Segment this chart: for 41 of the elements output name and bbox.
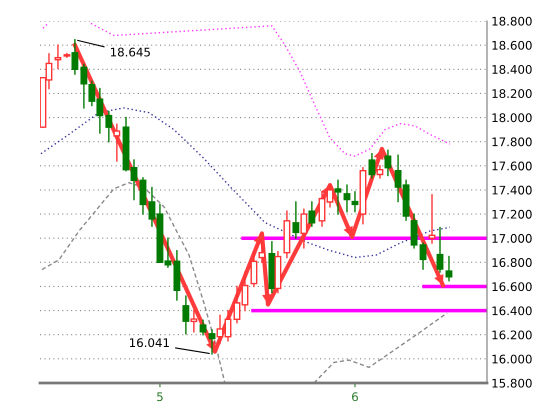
candlestick <box>446 256 452 282</box>
candlestick <box>190 310 198 333</box>
y-tick-label: 18.000 <box>492 113 532 122</box>
candlestick <box>384 150 392 176</box>
candlestick <box>105 110 112 142</box>
y-tick-label: 17.400 <box>492 186 532 195</box>
candlestick <box>368 153 376 179</box>
y-tick-label: 16.000 <box>492 354 532 364</box>
y-tick-label: 17.000 <box>492 234 532 243</box>
candlestick <box>300 208 308 249</box>
candlestick <box>344 184 350 212</box>
candlestick <box>420 242 426 270</box>
y-tick-label: 17.200 <box>492 210 532 219</box>
annotation: 16.041 <box>130 338 169 348</box>
candlestick <box>334 180 342 215</box>
annotation: 18.645 <box>110 48 150 57</box>
candlestick <box>308 201 316 227</box>
x-tick-label: 5 <box>157 392 163 402</box>
candlestick <box>292 201 300 239</box>
candlestick <box>113 124 120 162</box>
y-tick-label: 16.200 <box>492 330 532 340</box>
candlestick <box>200 320 206 336</box>
candlestick <box>54 44 62 70</box>
y-tick-label: 17.800 <box>492 137 532 146</box>
y-tick-label: 16.600 <box>492 282 532 292</box>
y-tick-label: 17.600 <box>492 162 532 170</box>
y-tick-label: 18.600 <box>492 40 532 50</box>
candlestick <box>376 165 384 179</box>
y-tick-label: 16.400 <box>492 306 532 316</box>
x-tick-label: 6 <box>352 392 358 402</box>
y-tick-label: 18.400 <box>492 65 532 74</box>
candlestick <box>71 39 78 75</box>
candlestick <box>352 191 358 212</box>
candlestick <box>250 252 258 288</box>
candlestick <box>428 194 436 244</box>
candlestick <box>436 226 444 273</box>
candlestick <box>182 295 190 334</box>
y-tick-label: 16.800 <box>492 258 532 267</box>
y-tick-label: 15.800 <box>492 378 532 388</box>
y-tick-label: 18.800 <box>492 16 532 26</box>
y-tick-label: 18.200 <box>492 89 532 98</box>
